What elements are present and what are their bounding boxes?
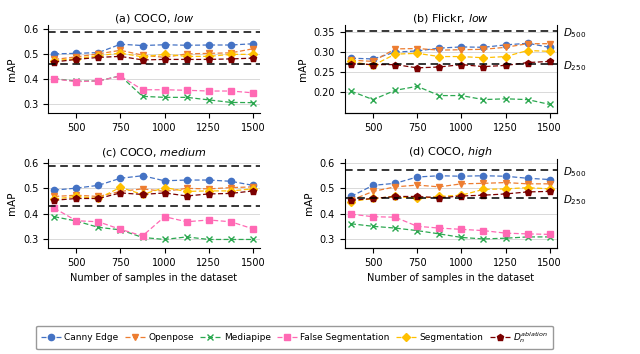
Y-axis label: mAP: mAP xyxy=(7,57,17,81)
X-axis label: Number of samples in the dataset: Number of samples in the dataset xyxy=(367,273,534,283)
Title: (b) Flickr, $\mathit{low}$: (b) Flickr, $\mathit{low}$ xyxy=(412,12,490,25)
Title: (d) COCO, $\mathit{high}$: (d) COCO, $\mathit{high}$ xyxy=(408,145,493,159)
Legend: Canny Edge, Openpose, Mediapipe, False Segmentation, Segmentation, $D_n^{ablatio: Canny Edge, Openpose, Mediapipe, False S… xyxy=(36,326,552,349)
Title: (a) COCO, $\mathit{low}$: (a) COCO, $\mathit{low}$ xyxy=(114,12,194,25)
X-axis label: Number of samples in the dataset: Number of samples in the dataset xyxy=(70,273,237,283)
Y-axis label: mAP: mAP xyxy=(298,57,308,81)
Title: (c) COCO, $\mathit{medium}$: (c) COCO, $\mathit{medium}$ xyxy=(101,146,207,159)
Y-axis label: mAP: mAP xyxy=(7,192,17,215)
Y-axis label: mAP: mAP xyxy=(304,192,314,215)
